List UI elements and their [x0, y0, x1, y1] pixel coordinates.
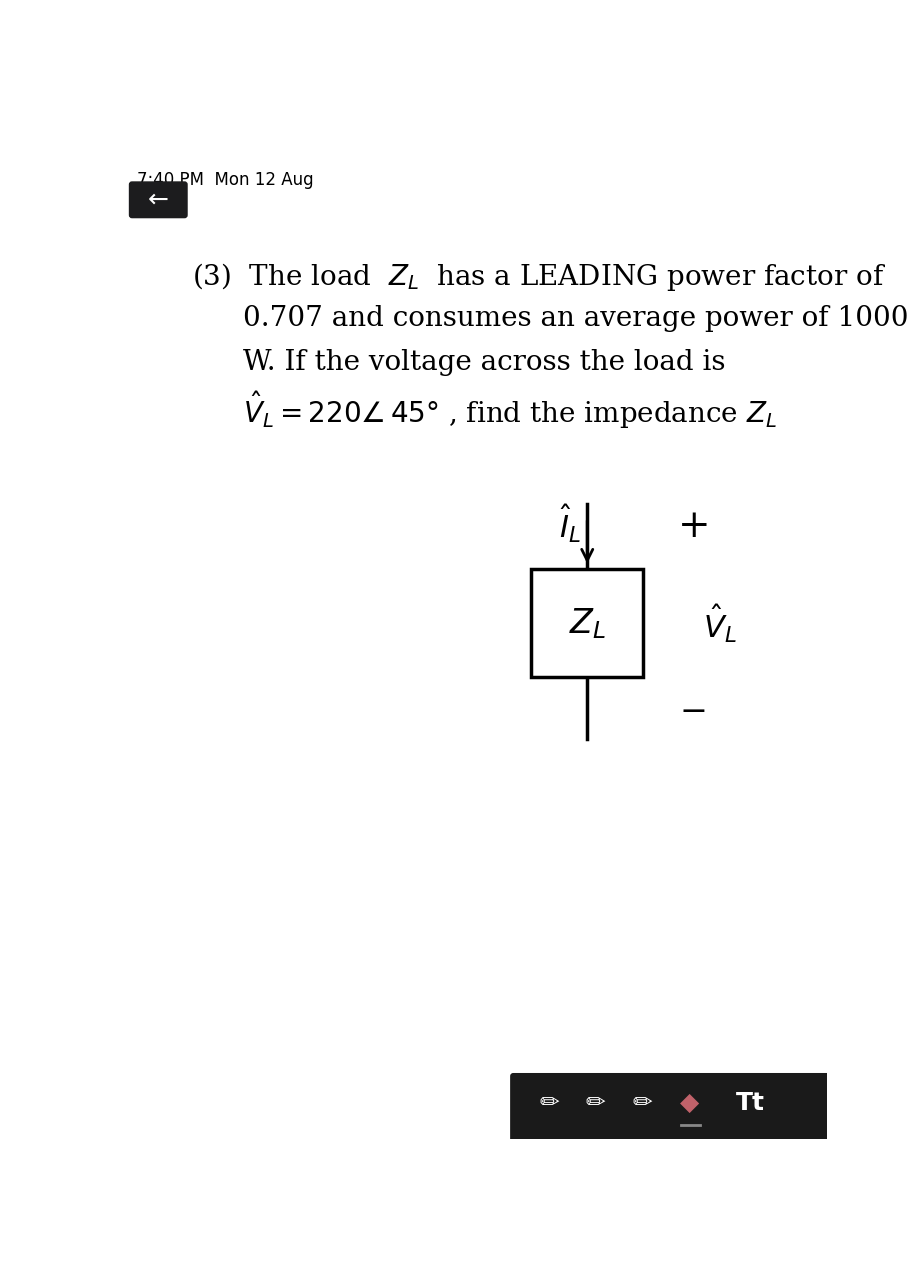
- Text: −: −: [680, 696, 708, 728]
- Text: 7:40 PM  Mon 12 Aug: 7:40 PM Mon 12 Aug: [137, 170, 313, 188]
- Text: Tt: Tt: [736, 1091, 765, 1115]
- Bar: [531, 570, 643, 677]
- Text: W. If the voltage across the load is: W. If the voltage across the load is: [243, 349, 725, 376]
- Text: $\hat{V}_L$: $\hat{V}_L$: [703, 602, 737, 645]
- Text: ◆: ◆: [680, 1091, 699, 1115]
- Text: $Z_L$: $Z_L$: [569, 605, 606, 641]
- Text: +: +: [677, 508, 710, 545]
- Text: $\hat{I}_L$: $\hat{I}_L$: [559, 503, 581, 545]
- Text: $\hat{V}_L = 220\angle\,45°$ , find the impedance $Z_L$: $\hat{V}_L = 220\angle\,45°$ , find the …: [243, 389, 777, 431]
- Text: ✏: ✏: [632, 1091, 652, 1115]
- Text: ✏: ✏: [539, 1091, 559, 1115]
- Text: ✏: ✏: [585, 1091, 606, 1115]
- FancyBboxPatch shape: [510, 1073, 830, 1142]
- Text: ←: ←: [148, 188, 169, 211]
- Text: (3)  The load  $Z_L$  has a LEADING power factor of: (3) The load $Z_L$ has a LEADING power f…: [192, 261, 887, 293]
- FancyBboxPatch shape: [129, 182, 187, 219]
- Text: 0.707 and consumes an average power of 1000: 0.707 and consumes an average power of 1…: [243, 306, 908, 333]
